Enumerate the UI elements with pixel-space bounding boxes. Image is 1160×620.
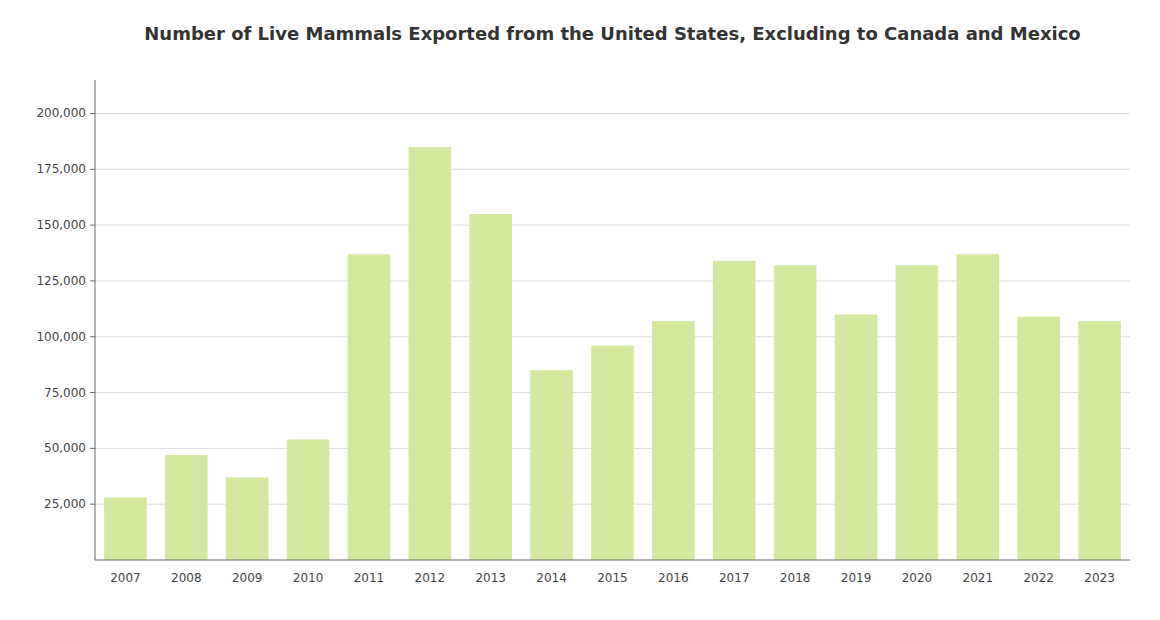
y-tick — [90, 504, 95, 505]
y-axis-line — [95, 80, 96, 560]
bar — [287, 439, 330, 560]
y-tick — [90, 392, 95, 393]
bar — [774, 265, 817, 560]
bar — [348, 254, 391, 560]
bar — [896, 265, 939, 560]
x-tick-label: 2012 — [415, 571, 446, 585]
bar — [409, 147, 452, 560]
x-tick-label: 2008 — [171, 571, 202, 585]
y-tick-label: 50,000 — [44, 441, 86, 455]
x-tick-label: 2013 — [475, 571, 506, 585]
bar — [469, 214, 512, 560]
x-tick-label: 2019 — [841, 571, 872, 585]
y-tick-label: 100,000 — [36, 330, 86, 344]
y-ticks: 25,000 50,000 75,000 100,000 125,000 150,000 1… — [36, 106, 95, 511]
y-tick — [90, 280, 95, 281]
x-tick-label: 2010 — [293, 571, 324, 585]
x-tick-label: 2011 — [354, 571, 385, 585]
x-tick-label: 2016 — [658, 571, 689, 585]
y-tick-label: 150,000 — [36, 218, 86, 232]
x-tick-label: 2020 — [902, 571, 933, 585]
bar — [1078, 321, 1121, 560]
title: Number of Live Mammals Exported from the… — [144, 23, 1080, 44]
x-tick-label: 2015 — [597, 571, 628, 585]
y-tick — [90, 169, 95, 170]
y-tick-label: 125,000 — [36, 274, 86, 288]
bar — [713, 261, 756, 560]
grid-line — [95, 225, 1130, 226]
bar — [956, 254, 999, 560]
y-tick — [90, 448, 95, 449]
x-tick-label: 2018 — [780, 571, 811, 585]
y-tick — [90, 225, 95, 226]
bar — [835, 314, 878, 560]
x-ticks: 2007 2008 2009 2010 2011 2012 2013 2014 2015 2016… — [110, 571, 1115, 585]
bar — [104, 497, 147, 560]
y-tick-label: 175,000 — [36, 162, 86, 176]
bar — [165, 455, 208, 560]
x-tick-label: 2022 — [1023, 571, 1054, 585]
x-tick-label: 2007 — [110, 571, 141, 585]
chart-svg: Number of Live Mammals Exported from the… — [0, 0, 1160, 620]
chart-container: Number of Live Mammals Exported from the… — [0, 0, 1160, 620]
y-tick-label: 75,000 — [44, 386, 86, 400]
x-tick-label: 2017 — [719, 571, 750, 585]
bars — [104, 147, 1121, 560]
y-tick-label: 200,000 — [36, 106, 86, 120]
background — [0, 0, 1160, 620]
x-tick-label: 2021 — [963, 571, 994, 585]
bar — [530, 370, 573, 560]
x-tick-label: 2009 — [232, 571, 263, 585]
bar — [652, 321, 695, 560]
x-axis-line — [95, 560, 1130, 561]
y-tick — [90, 336, 95, 337]
grid-line — [95, 113, 1130, 114]
bar — [226, 477, 269, 560]
y-tick — [90, 113, 95, 114]
x-tick-label: 2023 — [1084, 571, 1115, 585]
bar — [591, 346, 634, 560]
bar — [1017, 317, 1060, 560]
grid-line — [95, 169, 1130, 170]
y-tick-label: 25,000 — [44, 497, 86, 511]
x-tick-label: 2014 — [536, 571, 567, 585]
